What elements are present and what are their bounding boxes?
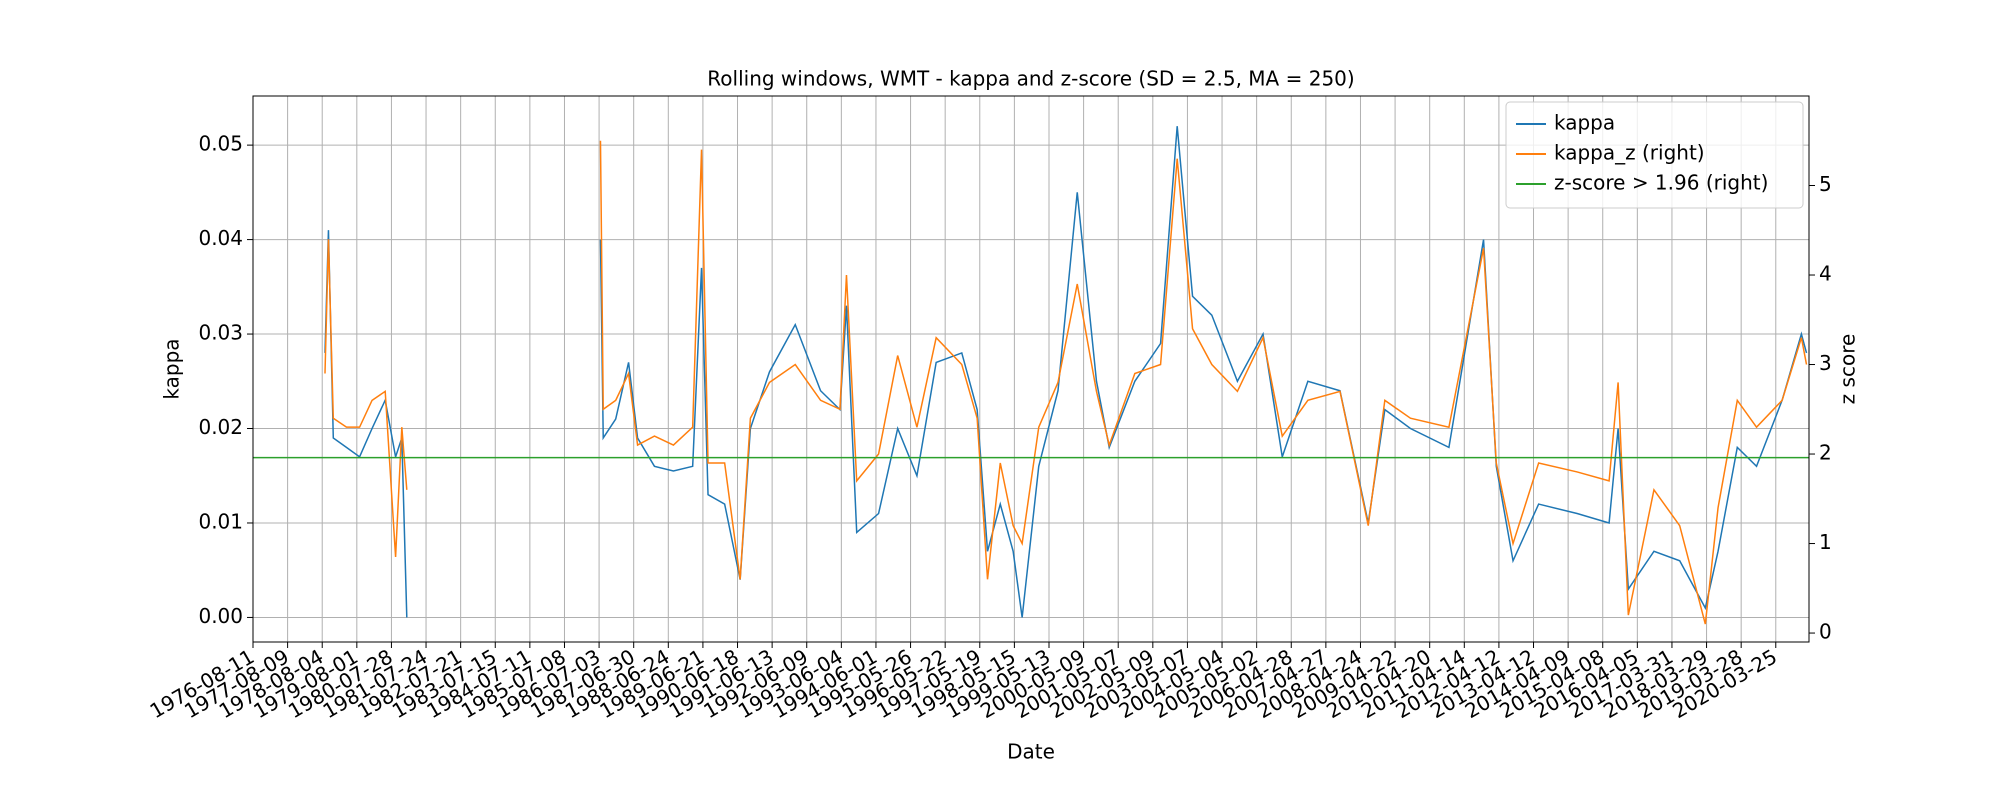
y-axis-label: kappa bbox=[160, 338, 184, 399]
legend-box bbox=[1505, 101, 1804, 209]
y-tick-label: 0.01 bbox=[198, 509, 243, 533]
plot-frame bbox=[252, 95, 1810, 643]
y-tick-label: 0.05 bbox=[198, 132, 243, 156]
y-tick-label: 0.03 bbox=[198, 321, 243, 345]
legend-label: kappa bbox=[1554, 111, 1615, 135]
y-tick-label: 0.02 bbox=[198, 415, 243, 439]
legend-label: kappa_z (right) bbox=[1554, 141, 1705, 165]
legend-label: z-score > 1.96 (right) bbox=[1554, 171, 1768, 195]
y2-tick-label: 0 bbox=[1819, 620, 1832, 644]
x-axis-label: Date bbox=[1007, 740, 1055, 764]
y2-axis-label: z score bbox=[1836, 334, 1860, 405]
y2-tick-label: 2 bbox=[1819, 441, 1832, 465]
line-series bbox=[324, 140, 1808, 625]
y2-tick-label: 1 bbox=[1819, 530, 1832, 554]
y2-tick-label: 4 bbox=[1819, 262, 1832, 286]
y2-tick-label: 5 bbox=[1819, 172, 1832, 196]
chart-title: Rolling windows, WMT - kappa and z-score… bbox=[707, 67, 1354, 91]
y2-tick-label: 3 bbox=[1819, 351, 1832, 375]
y-tick-label: 0.04 bbox=[198, 226, 243, 250]
y-tick-label: 0.00 bbox=[198, 604, 243, 628]
